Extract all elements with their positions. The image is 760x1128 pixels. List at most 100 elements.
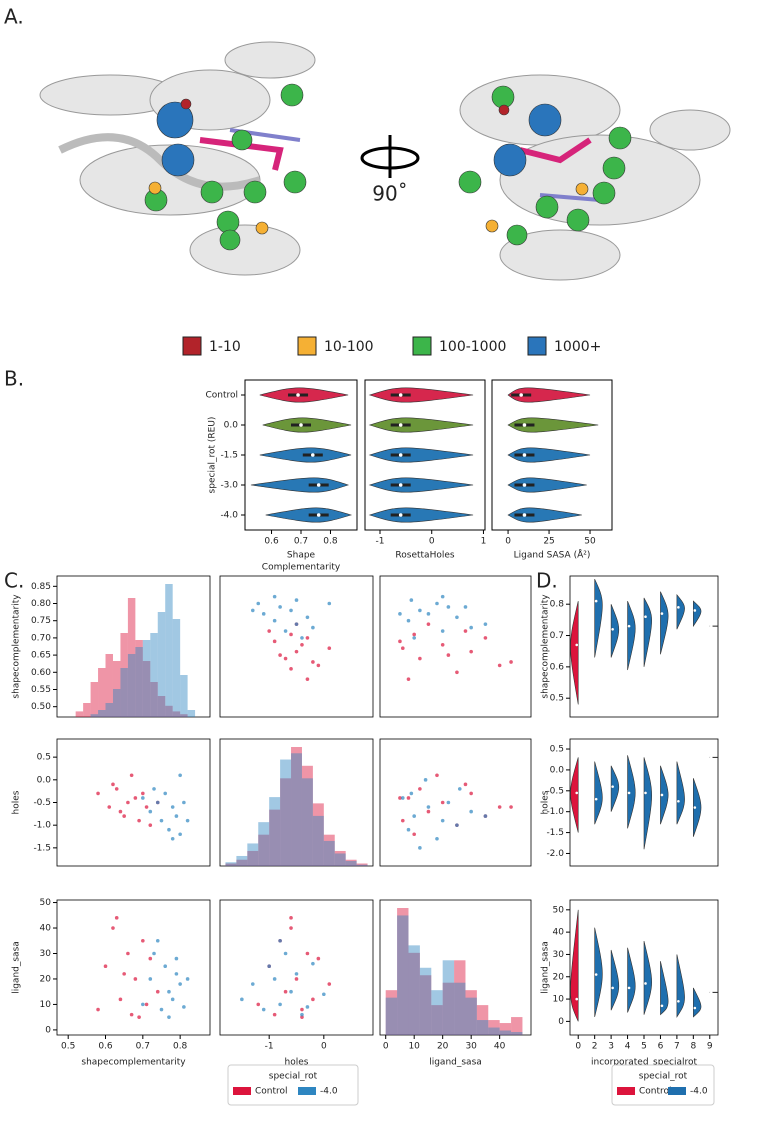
histogram-bar [419, 967, 432, 1035]
y-tick-label: 0.55 [31, 685, 51, 695]
scatter-point [185, 977, 190, 981]
histogram-bar [225, 862, 237, 866]
histogram-bar [269, 797, 281, 866]
scatter-point [406, 618, 411, 623]
scatter-point [455, 823, 459, 827]
scatter-point [305, 951, 310, 956]
median [611, 785, 614, 788]
histogram-bar [98, 710, 106, 717]
scatter-point [463, 782, 468, 787]
scatter-point [133, 977, 138, 981]
histogram-bar [465, 990, 477, 1035]
scatter-point [469, 649, 473, 654]
x-tick-label: 0.7 [136, 1042, 150, 1052]
median [677, 1000, 680, 1003]
scatter-point [398, 612, 402, 616]
panel-label: D. [536, 569, 558, 593]
scatter-point [300, 1012, 304, 1017]
scatter-point [159, 1007, 164, 1012]
panel-frame [56, 899, 211, 1036]
x-axis-label: holes [285, 1058, 309, 1068]
y-tick-label: 0.8 [550, 600, 565, 610]
violin [368, 387, 474, 403]
scatter-point [278, 1002, 282, 1007]
violin [676, 954, 685, 1018]
histogram-bar [356, 863, 368, 866]
histogram-bar [356, 864, 368, 866]
x-tick-label: 0 [575, 1042, 581, 1052]
spheres-left [144, 83, 307, 251]
scatter-point [170, 836, 175, 841]
scatter-point [137, 818, 141, 823]
violin [594, 579, 603, 658]
histogram-bar [280, 778, 292, 866]
scatter-point [294, 977, 299, 981]
violin [368, 447, 474, 463]
y-tick-label: 0.5 [550, 694, 564, 704]
panel-frame [379, 899, 532, 1036]
x-tick-label: 7 [674, 1042, 680, 1052]
scatter-point [141, 938, 145, 943]
scatter-point [423, 778, 428, 782]
scatter-point [133, 796, 138, 800]
x-tick-label: 6 [658, 1042, 664, 1052]
scatter-point [122, 972, 126, 976]
scatter-point [111, 926, 115, 930]
scatter-point [289, 667, 293, 671]
histogram-bar [236, 859, 248, 866]
median [611, 986, 614, 990]
scatter-point [398, 796, 402, 800]
scatter-point [305, 636, 310, 640]
histogram-bar [75, 711, 84, 717]
scatter-point [144, 805, 149, 809]
median [594, 973, 598, 976]
scatter-point [300, 1007, 304, 1012]
y-tick-label: 20 [553, 972, 565, 982]
scatter-point [305, 677, 310, 681]
median [398, 513, 403, 517]
scatter-point [497, 805, 502, 809]
histogram-bar [312, 803, 324, 866]
y-tick-label: 0.0 [224, 421, 239, 431]
scatter-point [327, 982, 332, 986]
y-tick-label: 50 [553, 905, 565, 915]
legend-box [611, 1064, 715, 1106]
histogram-bar [454, 982, 466, 1035]
violin [627, 600, 636, 671]
x-tick-label: 0.7 [294, 537, 308, 547]
y-tick-label: 40 [40, 924, 52, 934]
violin [643, 597, 652, 667]
scatter-point [250, 982, 255, 986]
scatter-point [294, 972, 299, 976]
legend-swatch [233, 1087, 251, 1095]
histogram-bar [291, 753, 302, 866]
scatter-point [457, 787, 462, 791]
median [398, 423, 403, 427]
scatter-point [267, 629, 271, 633]
violin [250, 477, 350, 493]
scatter-point [178, 832, 182, 837]
median [519, 393, 523, 397]
histogram-bar [90, 714, 99, 717]
histogram-bar [105, 703, 113, 717]
scatter-point [283, 989, 288, 994]
scatter-point [96, 1007, 100, 1012]
scatter-point [509, 805, 513, 809]
violin [693, 778, 702, 837]
median [575, 997, 579, 1001]
y-tick-label: -1.5 [33, 843, 51, 853]
scatter-point [316, 956, 321, 961]
violin [507, 477, 587, 493]
y-tick-label: -2.0 [546, 849, 564, 859]
x-tick-label: 4 [625, 1042, 631, 1052]
scatter-point [311, 625, 315, 630]
histogram-bar [442, 982, 455, 1035]
x-tick-label: 20 [437, 1042, 449, 1052]
x-tick-label: 5 [641, 1042, 647, 1052]
legend-label: -4.0 [320, 1087, 338, 1097]
legend-box [227, 1064, 359, 1106]
histogram-bar [408, 952, 420, 1035]
violin [594, 761, 603, 825]
scatter-point [322, 992, 326, 997]
histogram-bar [105, 654, 113, 717]
